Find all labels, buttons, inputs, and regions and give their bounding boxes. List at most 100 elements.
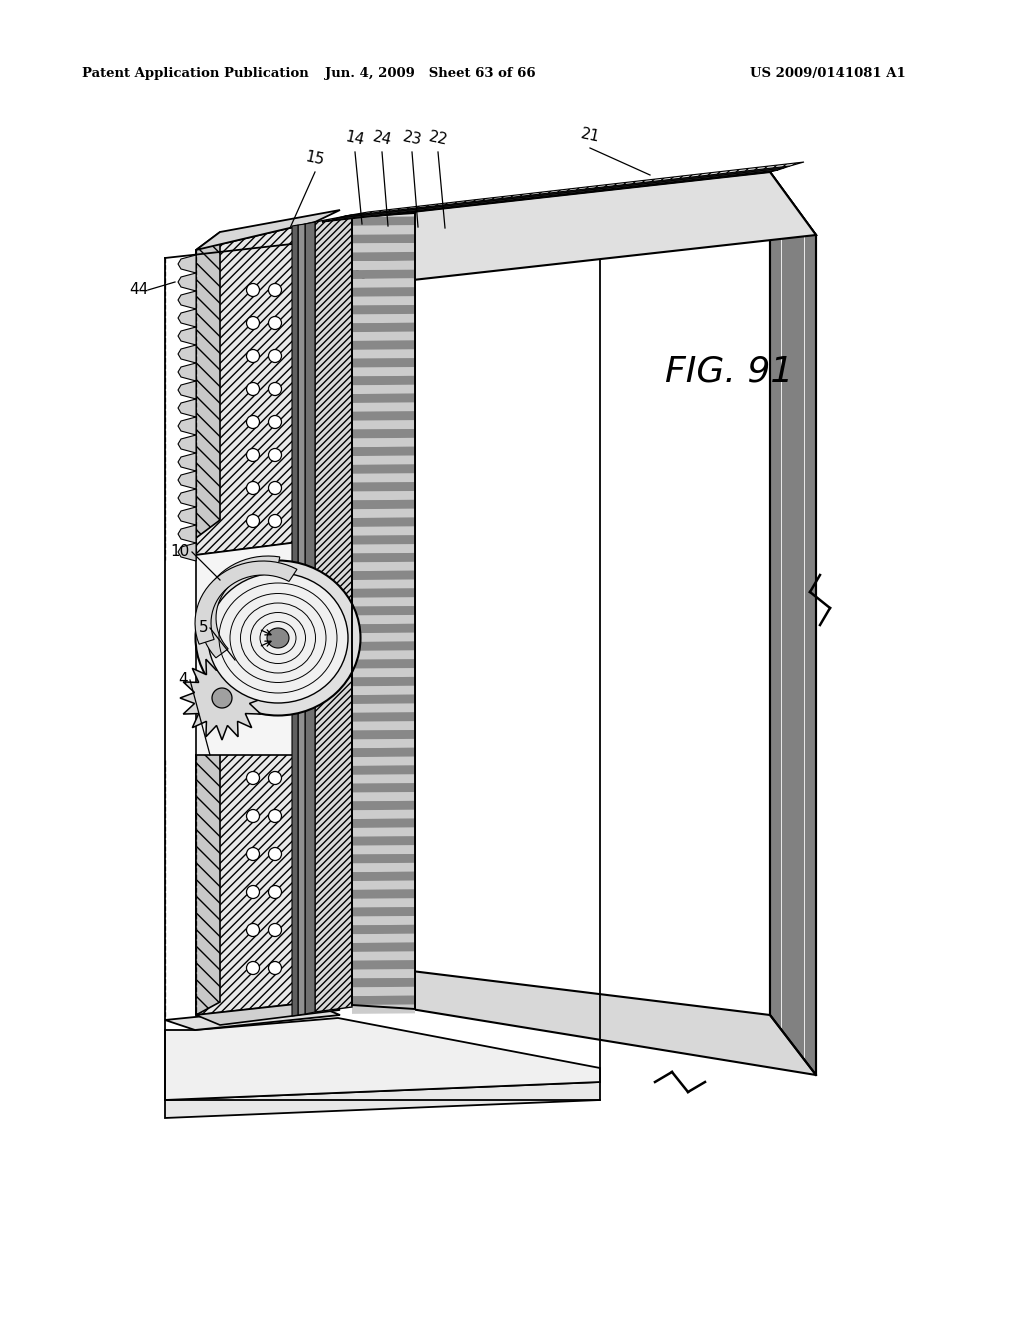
Polygon shape — [352, 747, 415, 758]
Polygon shape — [352, 624, 415, 634]
Text: 15: 15 — [304, 149, 326, 168]
Polygon shape — [352, 916, 415, 925]
Polygon shape — [352, 890, 415, 899]
Polygon shape — [352, 933, 415, 942]
Polygon shape — [352, 358, 415, 367]
Circle shape — [268, 809, 282, 822]
Circle shape — [268, 771, 282, 784]
Polygon shape — [352, 651, 415, 660]
Circle shape — [268, 284, 282, 297]
Polygon shape — [178, 436, 196, 453]
Polygon shape — [352, 446, 415, 455]
Polygon shape — [178, 309, 196, 327]
Polygon shape — [352, 871, 415, 880]
Polygon shape — [352, 579, 415, 589]
Polygon shape — [352, 420, 415, 429]
Polygon shape — [352, 783, 415, 792]
Polygon shape — [352, 1005, 415, 1014]
Polygon shape — [352, 677, 415, 686]
Circle shape — [247, 416, 259, 429]
Polygon shape — [352, 942, 415, 952]
Polygon shape — [352, 818, 415, 828]
Polygon shape — [352, 739, 415, 748]
Polygon shape — [196, 741, 220, 1015]
Polygon shape — [352, 429, 415, 438]
Circle shape — [268, 449, 282, 462]
Circle shape — [247, 449, 259, 462]
Polygon shape — [770, 172, 816, 1074]
Polygon shape — [352, 438, 415, 447]
Circle shape — [268, 847, 282, 861]
Polygon shape — [178, 363, 196, 381]
Polygon shape — [352, 234, 415, 244]
Text: 5: 5 — [199, 620, 208, 635]
Polygon shape — [352, 403, 415, 412]
Polygon shape — [352, 597, 415, 607]
Polygon shape — [352, 269, 415, 279]
Polygon shape — [178, 488, 196, 507]
Polygon shape — [338, 166, 790, 218]
Polygon shape — [305, 222, 315, 1014]
Polygon shape — [196, 540, 315, 755]
Polygon shape — [352, 376, 415, 385]
Circle shape — [247, 350, 259, 363]
Polygon shape — [322, 170, 778, 222]
Circle shape — [268, 350, 282, 363]
Circle shape — [268, 515, 282, 528]
Text: US 2009/0141081 A1: US 2009/0141081 A1 — [750, 67, 906, 81]
Circle shape — [268, 924, 282, 936]
Polygon shape — [195, 561, 297, 644]
Polygon shape — [352, 960, 415, 970]
Polygon shape — [352, 562, 415, 572]
Polygon shape — [352, 952, 415, 961]
Polygon shape — [178, 399, 196, 417]
Polygon shape — [196, 222, 315, 554]
Polygon shape — [165, 1082, 600, 1118]
Circle shape — [212, 688, 232, 708]
Polygon shape — [352, 828, 415, 837]
Ellipse shape — [196, 561, 360, 715]
Polygon shape — [352, 978, 415, 987]
Polygon shape — [352, 508, 415, 517]
Circle shape — [247, 886, 259, 899]
Circle shape — [247, 924, 259, 936]
Polygon shape — [352, 969, 415, 978]
Polygon shape — [178, 345, 196, 363]
Polygon shape — [352, 455, 415, 465]
Polygon shape — [352, 331, 415, 341]
Polygon shape — [352, 792, 415, 801]
Text: Jun. 4, 2009   Sheet 63 of 66: Jun. 4, 2009 Sheet 63 of 66 — [325, 67, 536, 81]
Polygon shape — [352, 226, 415, 235]
Polygon shape — [196, 232, 220, 539]
Text: 23: 23 — [401, 129, 423, 148]
Polygon shape — [322, 172, 816, 285]
Polygon shape — [352, 314, 415, 323]
Circle shape — [247, 317, 259, 330]
Polygon shape — [352, 863, 415, 873]
Polygon shape — [352, 632, 415, 642]
Polygon shape — [352, 412, 415, 421]
Polygon shape — [196, 210, 340, 249]
Polygon shape — [352, 243, 415, 252]
Circle shape — [247, 515, 259, 528]
Polygon shape — [165, 1018, 600, 1100]
Polygon shape — [352, 465, 415, 474]
Circle shape — [268, 416, 282, 429]
Polygon shape — [352, 995, 415, 1005]
Circle shape — [268, 961, 282, 974]
Polygon shape — [178, 290, 196, 309]
Polygon shape — [352, 527, 415, 536]
Polygon shape — [352, 854, 415, 863]
Text: 22: 22 — [427, 129, 449, 148]
Polygon shape — [178, 543, 196, 561]
Polygon shape — [352, 756, 415, 766]
Polygon shape — [352, 500, 415, 510]
Polygon shape — [196, 1002, 340, 1026]
Polygon shape — [352, 296, 415, 305]
Circle shape — [247, 809, 259, 822]
Polygon shape — [178, 507, 196, 525]
Polygon shape — [352, 393, 415, 403]
Polygon shape — [352, 491, 415, 500]
Circle shape — [268, 886, 282, 899]
Circle shape — [247, 961, 259, 974]
